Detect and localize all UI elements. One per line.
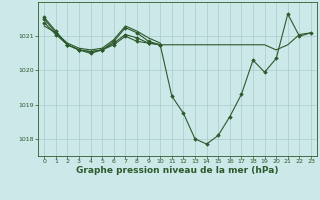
X-axis label: Graphe pression niveau de la mer (hPa): Graphe pression niveau de la mer (hPa) [76,166,279,175]
